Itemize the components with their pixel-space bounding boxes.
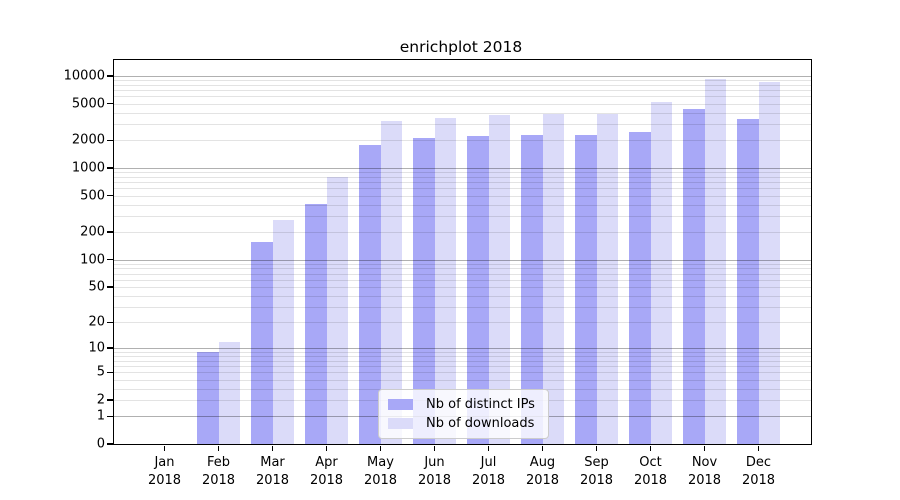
y-tick-mark xyxy=(107,102,113,105)
x-tick-label: Aug 2018 xyxy=(525,455,560,488)
x-tick-mark xyxy=(163,445,166,451)
bar-downloads-mar xyxy=(272,220,294,444)
x-tick-label: Nov 2018 xyxy=(687,455,722,488)
legend-label-distinct-ips: Nb of distinct IPs xyxy=(426,397,535,412)
legend: Nb of distinct IPs Nb of downloads xyxy=(378,389,549,439)
bar-ips-jul xyxy=(467,135,489,444)
axes-layer: 0 1 2 5 10 20 50 100 200 500 1000 2000 5000 10000 Jan 2… xyxy=(64,60,811,488)
y-tick-label: 5000 xyxy=(71,96,105,112)
x-tick-label: Mar 2018 xyxy=(255,455,290,488)
x-tick-mark xyxy=(379,445,382,451)
x-tick-mark xyxy=(325,445,328,451)
y-tick-label: 200 xyxy=(80,224,105,240)
y-tick-mark xyxy=(107,258,113,261)
y-tick-mark xyxy=(107,347,113,349)
x-tick-label: Jan 2018 xyxy=(147,455,182,488)
bar-downloads-may xyxy=(380,120,402,444)
y-tick-label: 500 xyxy=(80,188,105,204)
y-tick-mark xyxy=(107,443,113,445)
bars-layer xyxy=(114,60,811,444)
bar-ips-nov xyxy=(683,109,705,444)
legend-item-distinct-ips: Nb of distinct IPs xyxy=(388,397,535,412)
x-tick-label: Dec 2018 xyxy=(741,455,776,488)
legend-swatch-distinct-ips xyxy=(388,399,413,410)
y-tick-label: 10 xyxy=(88,340,105,356)
chart-title: enrichplot 2018 xyxy=(399,38,523,56)
y-tick-mark xyxy=(107,286,113,288)
x-tick-mark xyxy=(703,445,706,451)
x-tick-label: Feb 2018 xyxy=(201,455,236,488)
bar-downloads-feb xyxy=(218,341,240,444)
x-tick-mark xyxy=(271,445,274,451)
y-tick-label: 10000 xyxy=(63,68,105,84)
plot-area: 0 1 2 5 10 20 50 100 200 500 1000 2000 5000 10000 Jan 2… xyxy=(64,59,812,488)
x-tick-mark xyxy=(541,445,544,451)
y-tick-mark xyxy=(107,371,113,374)
bar-ips-apr xyxy=(305,203,327,444)
y-tick-mark xyxy=(107,194,113,197)
legend-swatch-downloads xyxy=(388,418,413,429)
y-tick-label: 1 xyxy=(96,408,105,424)
x-tick-mark xyxy=(487,445,490,451)
bar-downloads-jun xyxy=(434,118,456,444)
y-tick-mark xyxy=(107,75,113,77)
y-tick-mark xyxy=(107,399,113,401)
legend-item-downloads: Nb of downloads xyxy=(388,416,535,431)
x-tick-label: Jul 2018 xyxy=(471,455,506,488)
y-tick-mark xyxy=(107,231,113,233)
x-tick-label: May 2018 xyxy=(363,455,398,488)
x-tick-mark xyxy=(757,445,760,451)
y-tick-label: 100 xyxy=(80,252,105,268)
y-tick-mark xyxy=(107,139,113,141)
y-tick-mark xyxy=(107,167,113,169)
x-tick-mark xyxy=(595,445,598,451)
y-tick-label: 2000 xyxy=(71,132,105,148)
x-tick-label: Jun 2018 xyxy=(417,455,452,488)
y-tick-label: 0 xyxy=(96,436,105,452)
bar-ips-feb xyxy=(197,352,219,444)
y-tick-label: 50 xyxy=(88,279,105,295)
bar-ips-mar xyxy=(251,242,273,444)
y-tick-label: 20 xyxy=(88,314,105,330)
bar-downloads-sep xyxy=(596,113,618,444)
y-tick-label: 1000 xyxy=(71,160,105,176)
bar-downloads-dec xyxy=(758,81,780,444)
bar-ips-oct xyxy=(629,131,651,444)
y-tick-mark xyxy=(107,321,113,324)
x-tick-label: Sep 2018 xyxy=(579,455,614,488)
bar-ips-may xyxy=(359,144,381,444)
bar-downloads-apr xyxy=(326,176,348,444)
y-tick-label: 2 xyxy=(96,392,105,408)
bar-ips-aug xyxy=(521,135,543,444)
bar-downloads-jul xyxy=(488,114,510,444)
x-tick-mark xyxy=(433,445,436,451)
bar-ips-jun xyxy=(413,138,435,444)
bar-downloads-aug xyxy=(542,113,564,444)
y-tick-mark xyxy=(107,415,113,417)
y-tick-label: 5 xyxy=(96,364,105,380)
x-tick-mark xyxy=(217,445,220,451)
bar-downloads-nov xyxy=(704,79,726,444)
legend-label-downloads: Nb of downloads xyxy=(426,416,535,431)
bar-ips-sep xyxy=(575,134,597,444)
bar-ips-dec xyxy=(737,119,759,444)
x-tick-label: Apr 2018 xyxy=(309,455,344,488)
x-tick-mark xyxy=(649,445,652,451)
bar-downloads-oct xyxy=(650,101,672,444)
x-tick-label: Oct 2018 xyxy=(633,455,668,488)
